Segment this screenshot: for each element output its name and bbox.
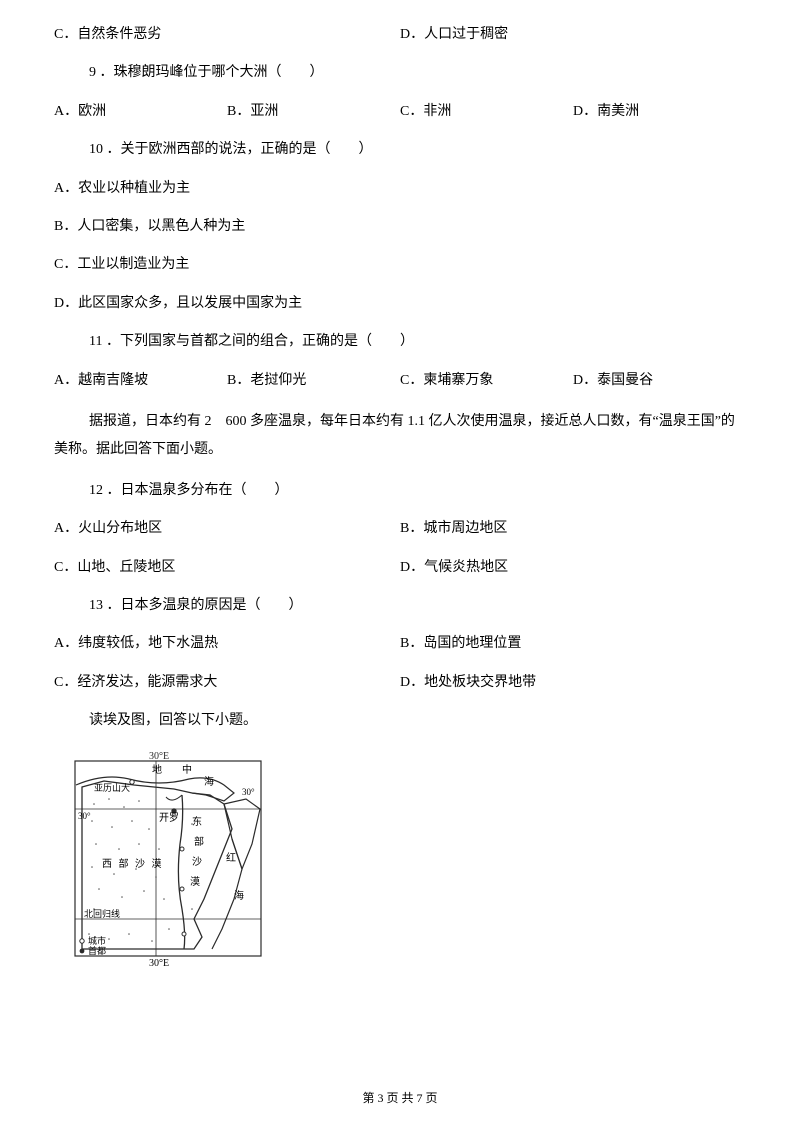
map-label-tropic: 北回归线 (84, 908, 120, 919)
q9-opt-c: C．非洲 (400, 101, 573, 123)
page-footer: 第 3 页 共 7 页 (0, 1089, 800, 1108)
map-label-lat30: 30° (78, 811, 91, 821)
map-label-sha-east: 沙 (192, 856, 202, 868)
map-label-lon30: 30° (242, 787, 255, 797)
q10-stem: 10 ．关于欧洲西部的说法，正确的是（ ） (54, 139, 746, 161)
map-label-west-desert: 西 部 沙 漠 (102, 857, 164, 870)
q12-options-ab: A．火山分布地区 B．城市周边地区 (54, 518, 746, 540)
q13-stem: 13 ．日本多温泉的原因是（ ） (54, 595, 746, 617)
q10-opt-d: D．此区国家众多，且以发展中国家为主 (54, 293, 746, 315)
q12-stem: 12 ．日本温泉多分布在（ ） (54, 480, 746, 502)
q11-opt-a: A．越南吉隆坡 (54, 370, 227, 392)
q13-opt-b: B．岛国的地理位置 (400, 633, 521, 655)
map-label-dong: 东 (192, 815, 202, 828)
q11-opt-c: C．柬埔寨万象 (400, 370, 573, 392)
map-label-hai: 海 (204, 775, 214, 788)
q10-opt-c: C．工业以制造业为主 (54, 254, 746, 276)
q9-opt-a: A．欧洲 (54, 101, 227, 123)
q9-opt-d: D．南美洲 (573, 101, 746, 123)
map-label-alex: 亚历山大 (94, 782, 130, 793)
map-label-hai-east: 海 (234, 889, 244, 902)
q12-opt-b: B．城市周边地区 (400, 518, 507, 540)
q12-opt-c: C．山地、丘陵地区 (54, 557, 400, 579)
q11-stem: 11 ．下列国家与首都之间的组合，正确的是（ ） (54, 331, 746, 353)
q9-options: A．欧洲 B．亚洲 C．非洲 D．南美洲 (54, 101, 746, 123)
q11-options: A．越南吉隆坡 B．老挝仰光 C．柬埔寨万象 D．泰国曼谷 (54, 370, 746, 392)
map-legend-city: 城市 (88, 935, 106, 946)
egypt-map-svg: 30°E 亚历山大 地 中 海 30° 30° 开罗 东 部 沙 漠 红 海 西… (74, 749, 264, 967)
q12-opt-d: D．气候炎热地区 (400, 557, 508, 579)
q11-opt-b: B．老挝仰光 (227, 370, 400, 392)
q13-opt-c: C．经济发达，能源需求大 (54, 672, 400, 694)
map-label-mo-east: 漠 (190, 876, 200, 888)
egypt-map: 30°E 亚历山大 地 中 海 30° 30° 开罗 东 部 沙 漠 红 海 西… (74, 749, 746, 975)
q13-opt-d: D．地处板块交界地带 (400, 672, 536, 694)
passage-2: 读埃及图，回答以下小题。 (54, 710, 746, 732)
map-label-bottom-30e: 30°E (149, 958, 169, 967)
map-label-di: 地 (152, 763, 162, 776)
q8-options-cd: C．自然条件恶劣 D．人口过于稠密 (54, 24, 746, 46)
q11-opt-d: D．泰国曼谷 (573, 370, 746, 392)
q8-opt-c: C．自然条件恶劣 (54, 24, 400, 46)
map-label-cairo: 开罗 (159, 812, 179, 824)
q13-options-cd: C．经济发达，能源需求大 D．地处板块交界地带 (54, 672, 746, 694)
q9-stem: 9 ．珠穆朗玛峰位于哪个大洲（ ） (54, 62, 746, 84)
map-label-hong: 红 (226, 851, 236, 864)
q9-opt-b: B．亚洲 (227, 101, 400, 123)
q12-options-cd: C．山地、丘陵地区 D．气候炎热地区 (54, 557, 746, 579)
passage-1: 据报道，日本约有 2 600 多座温泉，每年日本约有 1.1 亿人次使用温泉，接… (54, 408, 746, 464)
q13-opt-a: A．纬度较低，地下水温热 (54, 633, 400, 655)
map-label-top-30e: 30°E (149, 751, 169, 762)
q13-options-ab: A．纬度较低，地下水温热 B．岛国的地理位置 (54, 633, 746, 655)
q8-opt-d: D．人口过于稠密 (400, 24, 508, 46)
map-label-bu: 部 (194, 835, 204, 848)
q10-opt-b: B．人口密集，以黑色人种为主 (54, 216, 746, 238)
map-legend-capital: 首都 (88, 945, 106, 956)
q10-opt-a: A．农业以种植业为主 (54, 178, 746, 200)
q12-opt-a: A．火山分布地区 (54, 518, 400, 540)
map-label-zhong: 中 (182, 763, 192, 776)
